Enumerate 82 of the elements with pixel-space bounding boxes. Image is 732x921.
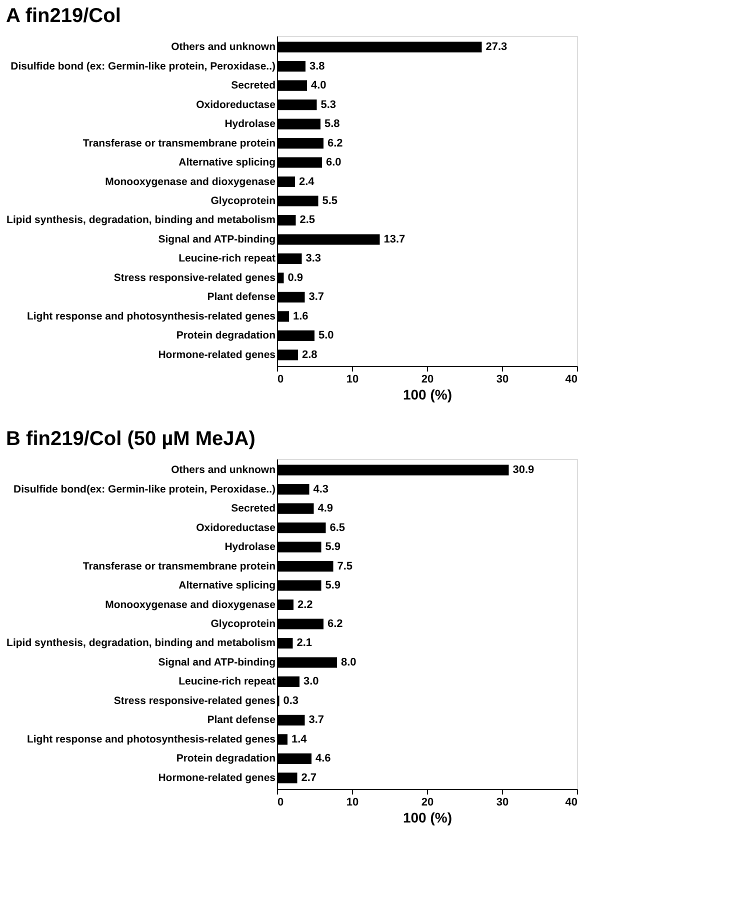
y-tick-label: Oxidoreductase: [196, 98, 276, 111]
y-tick-label: Glycoprotein: [210, 618, 276, 630]
data-label: 4.9: [318, 502, 334, 515]
y-tick-label: Others and unknown: [171, 464, 276, 476]
y-tick-label: Others and unknown: [171, 41, 276, 54]
x-axis-title: 100 (%): [402, 810, 452, 826]
data-label: 0.3: [283, 694, 299, 707]
data-label: 2.4: [299, 176, 316, 188]
data-label: 3.7: [308, 714, 324, 726]
text: A fin219/Col: [6, 5, 121, 27]
y-tick-label: Alternative splicing: [178, 580, 276, 592]
y-tick-label: Lipid synthesis, degradation, binding and metabolism: [6, 214, 276, 226]
data-label: 3.7: [308, 291, 324, 304]
data-label: 8.0: [341, 656, 356, 668]
data-label: 5.5: [322, 195, 338, 207]
y-tick-label: Protein degradation: [176, 752, 276, 765]
data-label: 3.0: [304, 676, 319, 688]
data-label: 0.9: [288, 272, 304, 284]
data-label: 2.7: [301, 772, 317, 784]
y-tick-label: Oxidoreductase: [196, 522, 276, 534]
data-label: 2.5: [300, 214, 316, 226]
y-tick-label: Leucine-rich repeat: [178, 676, 276, 688]
data-label: 5.9: [325, 580, 341, 592]
x-tick-label: 40: [565, 374, 578, 386]
y-tick-label: Signal and ATP-binding: [158, 233, 276, 246]
x-axis-title: 100 (%): [402, 386, 452, 402]
y-tick-label: Hydrolase: [224, 541, 276, 554]
y-tick-label: Disulfide bond (ex: Germin-like protein, Peroxidase..): [10, 60, 276, 72]
y-tick-label: Leucine-rich repeat: [178, 252, 276, 265]
data-label: 1.6: [293, 310, 308, 322]
data-label: 4.3: [313, 483, 329, 496]
chart-title: B fin219/Col (50 µM MeJA): [6, 428, 256, 450]
y-tick-label: Transferase or transmembrane protein: [82, 137, 276, 150]
data-label: 6.2: [328, 618, 343, 630]
x-tick-label: 0: [278, 796, 284, 808]
data-label: 2.8: [302, 348, 318, 361]
data-label: 4.6: [316, 752, 331, 765]
data-label: 3.3: [306, 252, 322, 265]
y-tick-label: Plant defense: [207, 714, 276, 726]
data-label: 5.3: [320, 98, 336, 111]
y-tick-label: Secreted: [231, 502, 276, 515]
x-tick-label: 20: [421, 796, 434, 808]
y-tick-label: Hormone-related genes: [158, 772, 276, 784]
y-tick-label: Light response and photosynthesis-related genes: [26, 310, 276, 322]
data-label: 5.0: [318, 330, 334, 342]
y-tick-label: Monooxygenase and dioxygenase: [105, 176, 276, 188]
data-label: 3.8: [310, 60, 325, 72]
y-tick-label: Signal and ATP-binding: [158, 656, 276, 668]
y-tick-label: Hormone-related genes: [158, 348, 276, 361]
x-tick-label: 10: [346, 374, 359, 386]
x-tick-label: 40: [565, 796, 578, 808]
data-label: 30.9: [512, 464, 534, 476]
y-tick-label: Alternative splicing: [178, 156, 276, 169]
y-tick-label: Plant defense: [207, 291, 276, 304]
data-label: 4.0: [311, 80, 326, 92]
data-label: 2.2: [298, 598, 313, 611]
y-tick-label: Monooxygenase and dioxygenase: [105, 598, 276, 611]
data-label: 6.5: [330, 522, 346, 534]
data-label: 5.8: [324, 118, 340, 130]
data-label: 6.2: [328, 137, 343, 150]
x-tick-label: 10: [346, 796, 359, 808]
x-tick-label: 0: [278, 374, 284, 386]
data-label: 7.5: [337, 560, 353, 572]
x-tick-label: 30: [496, 796, 509, 808]
data-label: 6.0: [326, 156, 342, 169]
x-tick-label: 20: [421, 374, 434, 386]
y-tick-label: Disulfide bond(ex: Germin-like protein, Peroxidase..): [14, 483, 276, 496]
y-tick-label: Secreted: [231, 80, 276, 92]
y-tick-label: Transferase or transmembrane protein: [82, 560, 276, 572]
y-tick-label: Lipid synthesis, degradation, binding and metabolism: [6, 637, 276, 650]
data-label: 27.3: [486, 41, 508, 54]
y-tick-label: Glycoprotein: [210, 195, 276, 207]
x-tick-label: 30: [496, 374, 509, 386]
data-label: 2.1: [296, 637, 312, 650]
y-tick-label: Light response and photosynthesis-related genes: [26, 733, 276, 746]
data-label: 13.7: [384, 233, 406, 246]
data-label: 5.9: [325, 541, 341, 554]
y-tick-label: Hydrolase: [224, 118, 276, 130]
data-label: 1.4: [292, 733, 308, 746]
y-tick-label: Stress responsive-related genes: [114, 694, 276, 707]
y-tick-label: Stress responsive-related genes: [114, 272, 276, 284]
y-tick-label: Protein degradation: [176, 330, 276, 342]
